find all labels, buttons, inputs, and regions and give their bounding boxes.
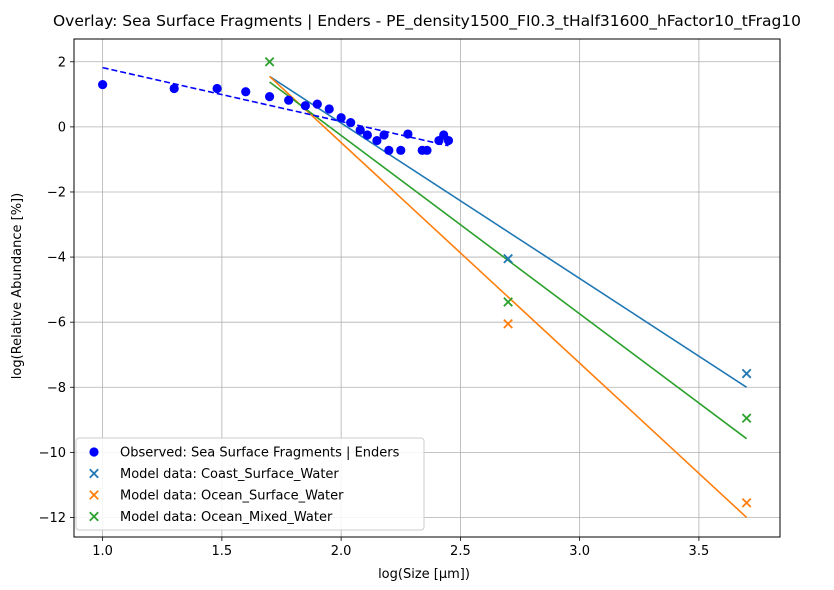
observed-point xyxy=(372,135,382,146)
observed-point xyxy=(422,145,432,155)
x-tick-label: 2.0 xyxy=(331,544,352,559)
x-tick-label: 2.5 xyxy=(450,544,471,559)
marker-stroke xyxy=(503,297,513,307)
legend-label: Model data: Ocean_Mixed_Water xyxy=(120,510,333,525)
y-tick-label: 2 xyxy=(58,55,66,70)
legend-marker xyxy=(89,468,99,479)
marker-stroke xyxy=(503,318,513,329)
legend-label: Observed: Sea Surface Fragments | Enders xyxy=(120,446,400,461)
x-tick-label: 3.5 xyxy=(689,544,710,559)
y-tick-label: −4 xyxy=(47,251,66,266)
observed-point xyxy=(312,99,322,109)
ticks: 1.0 1.5 2.0 2.5 3.0 3.5 2 0 −2 −4 −6 −8 −10 −12 xyxy=(39,55,710,559)
x-tick-label: 1.5 xyxy=(212,544,233,559)
grid xyxy=(74,39,780,537)
marker-stroke xyxy=(89,511,99,522)
legend-marker xyxy=(89,511,99,522)
x-axis-label: log(Size [μm]) xyxy=(378,567,470,582)
y-tick-label: −10 xyxy=(39,446,66,461)
observed-point xyxy=(98,79,108,90)
y-tick-label: −8 xyxy=(47,381,66,396)
y-tick-label: 0 xyxy=(58,120,66,135)
observed-point xyxy=(346,118,356,128)
y-tick-label: −6 xyxy=(47,316,66,331)
fit-line-series-2 xyxy=(269,81,748,440)
x-tick-label: 1.0 xyxy=(92,544,113,559)
observed-point xyxy=(284,95,294,105)
observed-fit-line xyxy=(102,66,449,147)
legend-marker xyxy=(89,447,99,457)
observed-point xyxy=(169,83,179,94)
observed-point xyxy=(396,145,406,155)
model-point-series-1 xyxy=(503,318,513,329)
legend-marker xyxy=(89,490,99,500)
marker-stroke xyxy=(89,468,99,479)
fit-line-series-1 xyxy=(269,75,748,519)
chart-title: Overlay: Sea Surface Fragments | Enders … xyxy=(53,12,801,31)
marker-stroke xyxy=(503,253,513,264)
observed-point xyxy=(379,130,389,140)
observed-point xyxy=(403,129,413,139)
marker-stroke xyxy=(264,56,275,67)
plot-area xyxy=(98,56,752,519)
observed-point xyxy=(212,83,222,94)
model-point-series-2 xyxy=(503,297,513,307)
marker-stroke xyxy=(741,497,752,508)
observed-point xyxy=(362,130,372,140)
y-tick-label: −2 xyxy=(47,185,66,200)
plot-frame xyxy=(73,38,781,538)
x-tick-label: 3.0 xyxy=(569,544,590,559)
observed-point xyxy=(324,104,334,114)
observed-point xyxy=(355,125,365,135)
marker-stroke xyxy=(741,368,752,379)
model-point-series-1 xyxy=(741,497,752,508)
observed-point xyxy=(241,87,251,97)
observed-point xyxy=(264,92,275,102)
observed-point xyxy=(443,135,454,146)
observed-point xyxy=(336,113,346,123)
fit-line-series-0 xyxy=(269,75,748,388)
observed-point xyxy=(300,101,310,111)
y-tick-label: −12 xyxy=(39,511,66,526)
model-point-series-0 xyxy=(741,368,752,379)
legend-label: Model data: Ocean_Surface_Water xyxy=(120,489,344,504)
marker-stroke xyxy=(89,490,99,500)
y-axis-label: log(Relative Abundance [%]) xyxy=(10,193,25,379)
legend-label: Model data: Coast_Surface_Water xyxy=(120,467,339,482)
legend-box xyxy=(75,437,425,531)
marker-stroke xyxy=(741,413,752,424)
model-point-series-2 xyxy=(741,413,752,424)
legend: Observed: Sea Surface Fragments | Enders… xyxy=(75,437,425,531)
model-point-series-0 xyxy=(503,253,513,264)
model-point-series-2 xyxy=(264,56,275,67)
observed-point xyxy=(384,145,394,155)
